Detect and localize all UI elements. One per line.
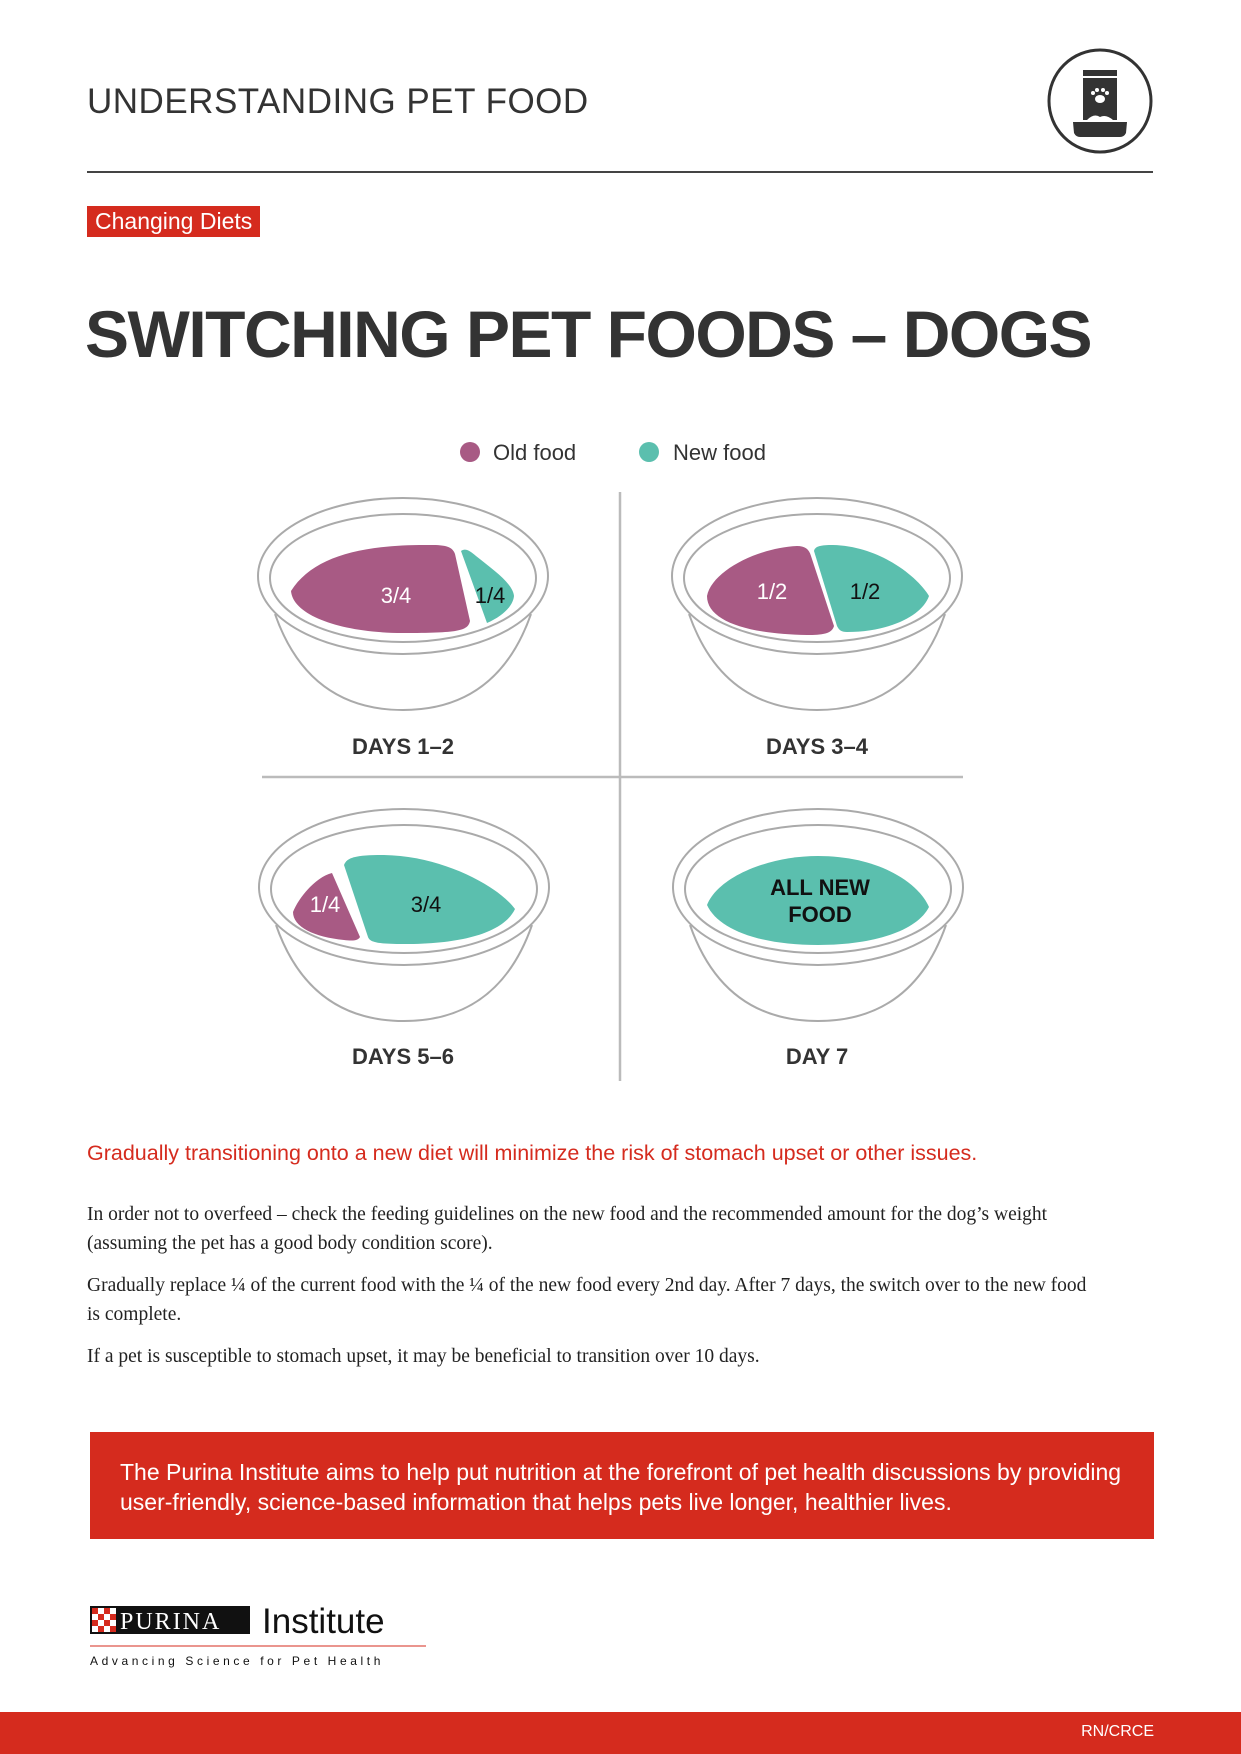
bowl-label: DAY 7 <box>786 1044 848 1069</box>
old-food-fraction: 1/2 <box>757 579 788 604</box>
new-food-fraction: 3/4 <box>411 892 442 917</box>
old-food-fraction: 1/4 <box>310 892 341 917</box>
logo-brand: PURINA <box>120 1609 221 1635</box>
new-food-label-line1: ALL NEW <box>770 875 870 900</box>
callout-text: The Purina Institute aims to help put nu… <box>120 1459 1122 1515</box>
document-code: RN/CRCE <box>1081 1723 1154 1740</box>
pet-food-bag-bowl-icon <box>1047 48 1153 154</box>
new-food-portion <box>814 545 929 632</box>
legend-old-food: Old food <box>493 440 576 465</box>
header-divider <box>87 171 1153 173</box>
callout-box: The Purina Institute aims to help put nu… <box>90 1432 1154 1539</box>
new-food-portion <box>461 549 514 623</box>
purina-institute-logo: PURINA Institute Advancing Science for P… <box>90 1602 426 1668</box>
old-food-portion <box>291 544 470 633</box>
old-food-fraction: 3/4 <box>381 583 412 608</box>
paragraph-overfeed: In order not to overfeed – check the fee… <box>87 1204 1048 1254</box>
old-food-portion <box>707 546 834 635</box>
bowl-label: DAYS 1–2 <box>352 734 454 759</box>
footer-bar: RN/CRCE <box>0 1712 1241 1754</box>
new-food-portion <box>707 856 929 945</box>
bowl-label: DAYS 3–4 <box>766 734 869 759</box>
header-title: UNDERSTANDING PET FOOD <box>87 82 589 121</box>
bowl-days-5-6: 1/4 3/4 DAYS 5–6 <box>258 808 550 1069</box>
new-food-label-line2: FOOD <box>788 902 852 927</box>
new-food-legend-dot <box>639 442 659 462</box>
logo-tagline: Advancing Science for Pet Health <box>90 1654 384 1668</box>
diet-transition-illustration: Old food New food 3/4 1/4 DAYS 1–2 1/2 1… <box>257 440 964 1081</box>
old-food-portion <box>293 873 360 941</box>
logo-name: Institute <box>262 1602 385 1641</box>
bowl-days-3-4: 1/2 1/2 DAYS 3–4 <box>671 497 963 759</box>
old-food-legend-dot <box>460 442 480 462</box>
paragraph-sensitive: If a pet is susceptible to stomach upset… <box>87 1346 760 1367</box>
paragraph-replace: Gradually replace ¼ of the current food … <box>87 1275 1087 1325</box>
bowl-days-1-2: 3/4 1/4 DAYS 1–2 <box>257 497 549 759</box>
category-badge: Changing Diets <box>87 206 261 237</box>
new-food-portion <box>344 855 515 944</box>
page-title: SWITCHING PET FOODS – DOGS <box>85 297 1093 371</box>
new-food-fraction: 1/4 <box>475 583 506 608</box>
bowl-day-7: ALL NEW FOOD DAY 7 <box>672 808 964 1069</box>
new-food-fraction: 1/2 <box>850 579 881 604</box>
legend: Old food New food <box>460 440 766 465</box>
bowl-label: DAYS 5–6 <box>352 1044 454 1069</box>
lead-statement: Gradually transitioning onto a new diet … <box>87 1141 978 1165</box>
legend-new-food: New food <box>673 440 766 465</box>
